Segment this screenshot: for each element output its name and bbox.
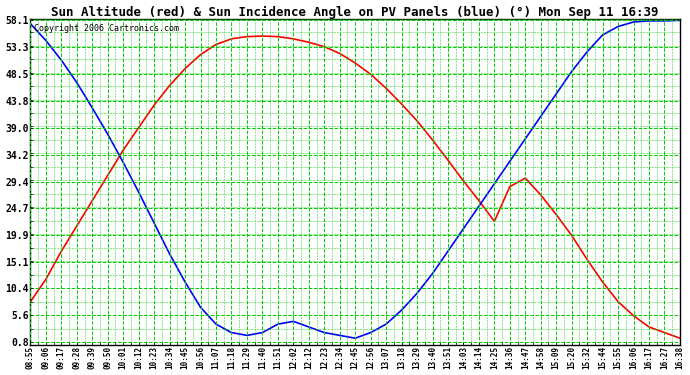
Title: Sun Altitude (red) & Sun Incidence Angle on PV Panels (blue) (°) Mon Sep 11 16:3: Sun Altitude (red) & Sun Incidence Angle… bbox=[52, 6, 659, 19]
Text: Copyright 2006 Cartronics.com: Copyright 2006 Cartronics.com bbox=[34, 24, 179, 33]
